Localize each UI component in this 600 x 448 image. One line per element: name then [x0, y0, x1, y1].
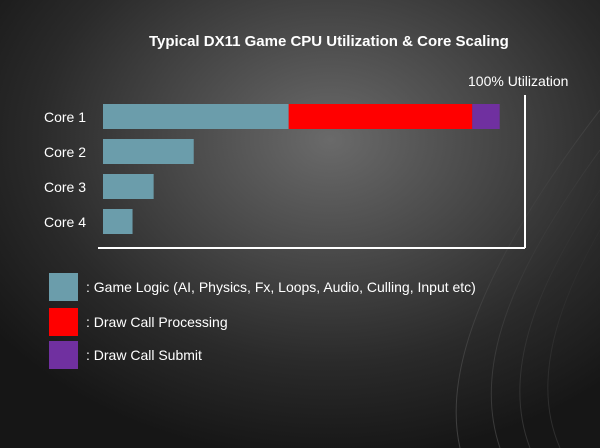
legend-label-draw-call-submit: : Draw Call Submit: [86, 347, 202, 363]
category-label-core-3: Core 3: [44, 179, 86, 195]
bar-core-3-series-0: [103, 174, 154, 199]
max-utilization-label: 100% Utilization: [468, 73, 569, 89]
legend-swatch-game-logic: [49, 273, 78, 301]
category-label-core-1: Core 1: [44, 109, 86, 125]
category-label-core-2: Core 2: [44, 144, 86, 160]
category-labels: Core 1 Core 2 Core 3 Core 4: [44, 109, 86, 230]
bar-core-1-series-2: [472, 104, 500, 129]
bar-core-1-series-1: [288, 104, 473, 129]
bars-group: [103, 104, 500, 234]
bar-core-1-series-0: [103, 104, 289, 129]
category-label-core-4: Core 4: [44, 214, 86, 230]
bar-core-4-series-0: [103, 209, 133, 234]
legend-swatch-draw-call-submit: [49, 341, 78, 369]
legend-label-game-logic: : Game Logic (AI, Physics, Fx, Loops, Au…: [86, 279, 476, 295]
bar-core-2-series-0: [103, 139, 194, 164]
chart-title: Typical DX11 Game CPU Utilization & Core…: [149, 33, 509, 50]
legend-label-draw-call-processing: : Draw Call Processing: [86, 314, 228, 330]
legend-swatch-draw-call-processing: [49, 308, 78, 336]
